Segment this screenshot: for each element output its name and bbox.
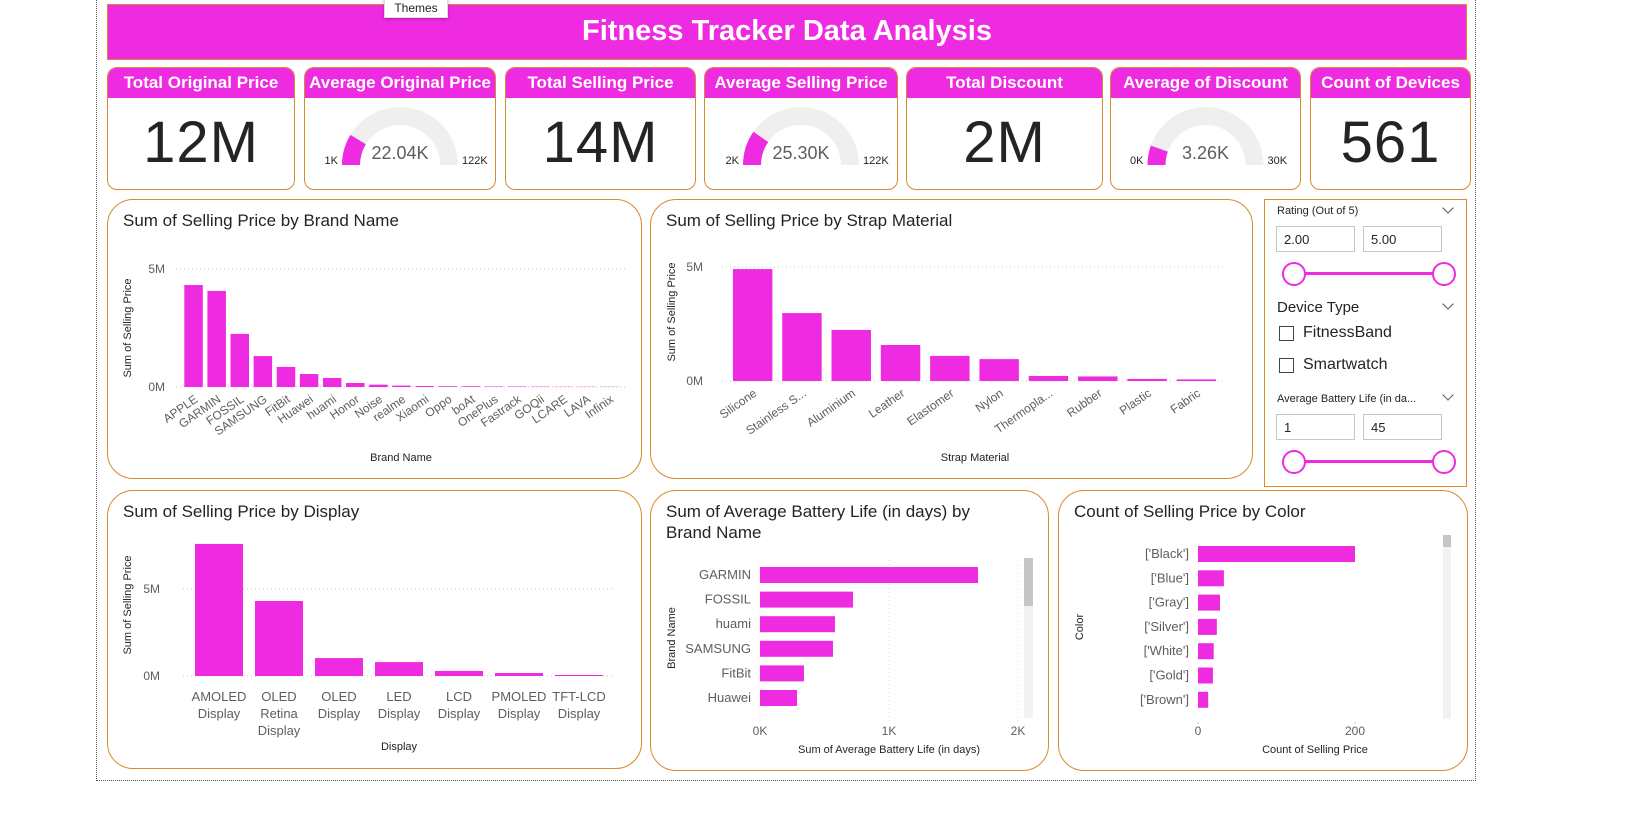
report-title: Fitness Tracker Data Analysis bbox=[107, 4, 1467, 60]
chevron[interactable] bbox=[1442, 389, 1454, 401]
chevron[interactable] bbox=[1442, 298, 1454, 310]
slicer-title: Device Type bbox=[1277, 299, 1360, 316]
kpi-card: Total Discount 2M bbox=[906, 67, 1103, 190]
chart-title: Count of Selling Price by Color bbox=[1074, 502, 1306, 521]
chart-card: Count of Selling Price by Color bbox=[1058, 490, 1468, 771]
chart-title: Sum of Selling Price by Brand Name bbox=[123, 211, 399, 230]
chart-card: Sum of Selling Price by Strap Material bbox=[650, 199, 1253, 479]
chart-title: Sum of Selling Price by Display bbox=[123, 502, 360, 521]
kpi-card: Average Selling Price bbox=[704, 67, 898, 190]
chart-card: Sum of Selling Price by Display bbox=[107, 490, 642, 769]
kpi-title: Total Original Price bbox=[108, 68, 294, 98]
kpi-title: Count of Devices bbox=[1311, 68, 1470, 98]
chart-card: Sum of Average Battery Life (in days) by… bbox=[650, 490, 1049, 771]
kpi-title: Total Discount bbox=[907, 68, 1102, 98]
slider-track bbox=[1294, 460, 1444, 463]
kpi-card: Average of Discount bbox=[1110, 67, 1301, 190]
kpi-title: Average Original Price bbox=[305, 68, 495, 98]
tooltip: Themes bbox=[384, 0, 448, 18]
kpi-card: Average Original Price bbox=[304, 67, 496, 190]
slicer-title: Rating (Out of 5) bbox=[1277, 205, 1359, 217]
chart-title: Sum of Selling Price by Strap Material bbox=[666, 211, 953, 230]
kpi-title: Average of Discount bbox=[1111, 68, 1300, 98]
checkbox[interactable] bbox=[1279, 358, 1294, 373]
chart-title: Sum of Average Battery Life (in days) by… bbox=[666, 502, 970, 542]
kpi-value: 12M bbox=[143, 110, 259, 175]
report-frame bbox=[96, 0, 1476, 781]
slider-knob[interactable] bbox=[1432, 450, 1456, 474]
kpi-title: Average Selling Price bbox=[705, 68, 897, 98]
chart-card: Sum of Selling Price by Brand Name bbox=[107, 199, 642, 479]
kpi-value: 14M bbox=[542, 110, 659, 175]
option-label[interactable]: Smartwatch bbox=[1303, 356, 1388, 373]
kpi-value: 561 bbox=[1340, 110, 1441, 175]
slicer-panel: Rating (Out of 5) 2.00 5.00 Device Type … bbox=[1264, 199, 1467, 487]
range-input[interactable]: 5.00 bbox=[1363, 226, 1442, 252]
option-label[interactable]: FitnessBand bbox=[1303, 324, 1392, 341]
range-input[interactable]: 1 bbox=[1276, 414, 1355, 440]
kpi-card: Count of Devices 561 bbox=[1310, 67, 1471, 190]
range-input[interactable]: 45 bbox=[1363, 414, 1442, 440]
kpi-card: Total Original Price 12M bbox=[107, 67, 295, 190]
kpi-card: Total Selling Price 14M bbox=[505, 67, 696, 190]
checkbox[interactable] bbox=[1279, 326, 1294, 341]
chevron[interactable] bbox=[1442, 202, 1454, 214]
range-input[interactable]: 2.00 bbox=[1276, 226, 1355, 252]
kpi-value: 2M bbox=[963, 110, 1046, 175]
slicer-title: Average Battery Life (in da... bbox=[1277, 393, 1417, 405]
slider-knob[interactable] bbox=[1432, 262, 1456, 286]
slider-knob[interactable] bbox=[1282, 262, 1306, 286]
kpi-title: Total Selling Price bbox=[506, 68, 695, 98]
slider-knob[interactable] bbox=[1282, 450, 1306, 474]
slider-track bbox=[1294, 272, 1444, 275]
